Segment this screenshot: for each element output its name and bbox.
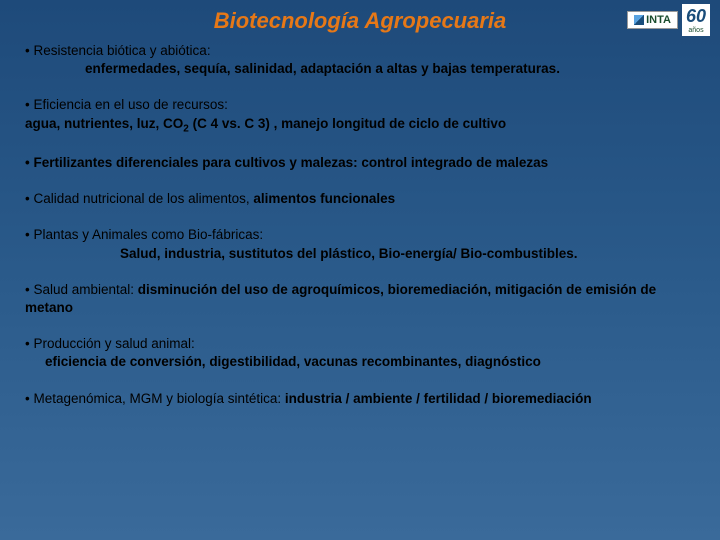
logo-area: INTA 60 años <box>627 4 710 36</box>
detail-suffix: (C 4 vs. C 3) , manejo longitud de ciclo… <box>189 116 506 131</box>
bullet-intro: • Metagenómica, MGM y biología sintética… <box>25 390 695 408</box>
bullet-calidad: • Calidad nutricional de los alimentos, … <box>25 190 695 208</box>
bullet-fertilizantes: • Fertilizantes diferenciales para culti… <box>25 154 695 172</box>
content-area: • Resistencia biótica y abiótica: enferm… <box>0 38 720 418</box>
intro-bold: alimentos funcionales <box>253 191 395 206</box>
bullet-detail: eficiencia de conversión, digestibilidad… <box>25 353 695 371</box>
bullet-metagenomica: • Metagenómica, MGM y biología sintética… <box>25 390 695 408</box>
anniversary-badge: 60 años <box>682 4 710 36</box>
bullet-detail: agua, nutrientes, luz, CO2 (C 4 vs. C 3)… <box>25 115 695 136</box>
inta-logo: INTA <box>627 11 678 29</box>
bullet-resistencia: • Resistencia biótica y abiótica: enferm… <box>25 42 695 78</box>
intro-prefix: • Metagenómica, MGM y biología sintética… <box>25 391 285 406</box>
bullet-intro: • Eficiencia en el uso de recursos: <box>25 96 695 114</box>
anniversary-years: años <box>686 27 706 34</box>
intro-prefix: • Salud ambiental: <box>25 282 138 297</box>
bullet-intro: • Calidad nutricional de los alimentos, … <box>25 190 695 208</box>
bullet-eficiencia: • Eficiencia en el uso de recursos: agua… <box>25 96 695 135</box>
bullet-detail: enfermedades, sequía, salinidad, adaptac… <box>25 60 695 78</box>
bullet-intro: • Resistencia biótica y abiótica: <box>25 42 695 60</box>
page-title: Biotecnología Agropecuaria <box>214 8 507 34</box>
bullet-intro: • Fertilizantes diferenciales para culti… <box>25 154 695 172</box>
bullet-biofabricas: • Plantas y Animales como Bio-fábricas: … <box>25 226 695 262</box>
inta-mark-icon <box>634 15 644 25</box>
intro-prefix: • Calidad nutricional de los alimentos, <box>25 191 253 206</box>
detail-prefix: agua, nutrientes, luz, CO <box>25 116 183 131</box>
bullet-intro: • Plantas y Animales como Bio-fábricas: <box>25 226 695 244</box>
anniversary-number: 60 <box>686 6 706 26</box>
bullet-detail: Salud, industria, sustitutos del plástic… <box>25 245 695 263</box>
bullet-intro: • Producción y salud animal: <box>25 335 695 353</box>
bullet-salud-ambiental: • Salud ambiental: disminución del uso d… <box>25 281 695 317</box>
bullet-intro: • Salud ambiental: disminución del uso d… <box>25 281 695 317</box>
intro-bold: industria / ambiente / fertilidad / bior… <box>285 391 592 406</box>
bullet-produccion-animal: • Producción y salud animal: eficiencia … <box>25 335 695 371</box>
inta-brand-text: INTA <box>646 14 671 26</box>
